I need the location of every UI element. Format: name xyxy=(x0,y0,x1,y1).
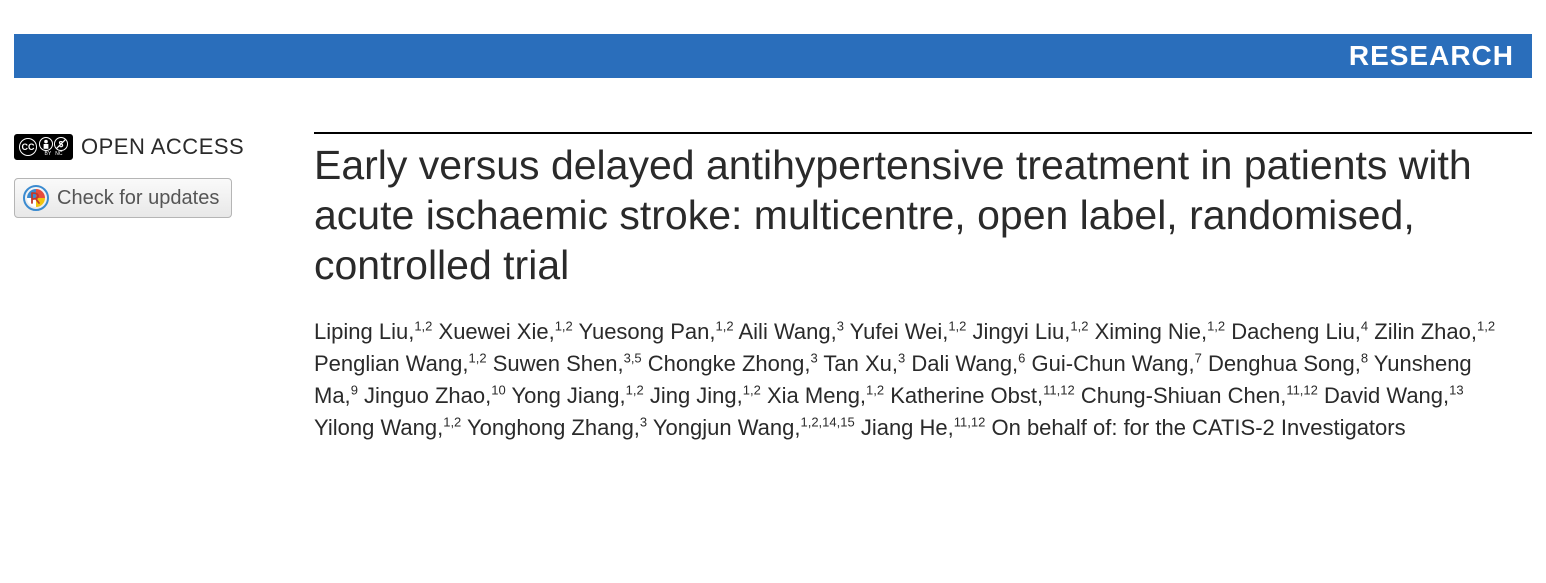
author-list: Liping Liu,1,2 Xuewei Xie,1,2 Yuesong Pa… xyxy=(314,316,1502,444)
by-icon xyxy=(39,137,53,151)
cc-icon: CC xyxy=(19,138,37,156)
article-title: Early versus delayed antihypertensive tr… xyxy=(314,140,1502,290)
nc-icon: $ xyxy=(54,137,68,151)
crossmark-icon xyxy=(23,185,49,211)
updates-button-label: Check for updates xyxy=(57,187,219,210)
check-for-updates-button[interactable]: Check for updates xyxy=(14,178,232,218)
section-header-bar: RESEARCH xyxy=(14,34,1532,78)
open-access-label: OPEN ACCESS xyxy=(81,134,244,160)
cc-license-icon: CC $ BY NC xyxy=(14,134,73,160)
left-column: CC $ BY NC OPEN ACCESS xyxy=(14,132,290,444)
cc-subtext: BY NC xyxy=(39,152,68,157)
content-row: CC $ BY NC OPEN ACCESS xyxy=(14,132,1532,444)
section-label: RESEARCH xyxy=(1349,40,1514,72)
article-column: Early versus delayed antihypertensive tr… xyxy=(314,132,1532,444)
open-access-badge: CC $ BY NC OPEN ACCESS xyxy=(14,134,290,160)
